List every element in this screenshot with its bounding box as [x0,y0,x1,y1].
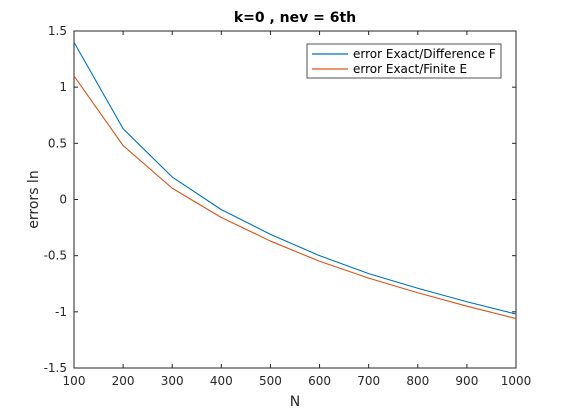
x-tick-label: 400 [210,374,233,388]
x-tick-label: 700 [357,374,380,388]
x-tick-label: 1000 [501,374,532,388]
axis-ticks [73,30,517,369]
x-tick-label: 500 [259,374,282,388]
y-tick-label: -1.5 [44,361,67,375]
x-tick-label: 800 [406,374,429,388]
y-axis-label: errors ln [26,170,42,228]
chart-title: k=0 , nev = 6th [234,10,356,26]
y-tick-label: -0.5 [44,249,67,263]
legend-label-finite: error Exact/Finite E [353,62,467,76]
series-line-1 [73,75,517,320]
x-tick-label: 900 [455,374,478,388]
x-tick-label: 300 [161,374,184,388]
y-tick-label: 0.5 [48,136,67,150]
legend-box [306,43,502,79]
y-tick-label: 1.5 [48,24,67,38]
y-tick-label: 1 [59,80,67,94]
series-layer [73,41,517,320]
axis-tick-labels: 100 200 300 400 500 600 700 800 900 1000 -1.5 -1 -0.… [44,24,532,388]
y-tick-label: -1 [55,305,67,319]
legend-label-difference: error Exact/Difference F [353,47,496,61]
x-tick-label: 200 [112,374,135,388]
x-tick-label: 600 [308,374,331,388]
legend: error Exact/Difference F error Exact/Fin… [306,43,502,79]
plot-area [73,30,517,369]
y-tick-label: 0 [59,193,67,207]
x-axis-label: N [290,394,300,410]
series-line-0 [73,41,517,315]
x-tick-label: 100 [63,374,86,388]
